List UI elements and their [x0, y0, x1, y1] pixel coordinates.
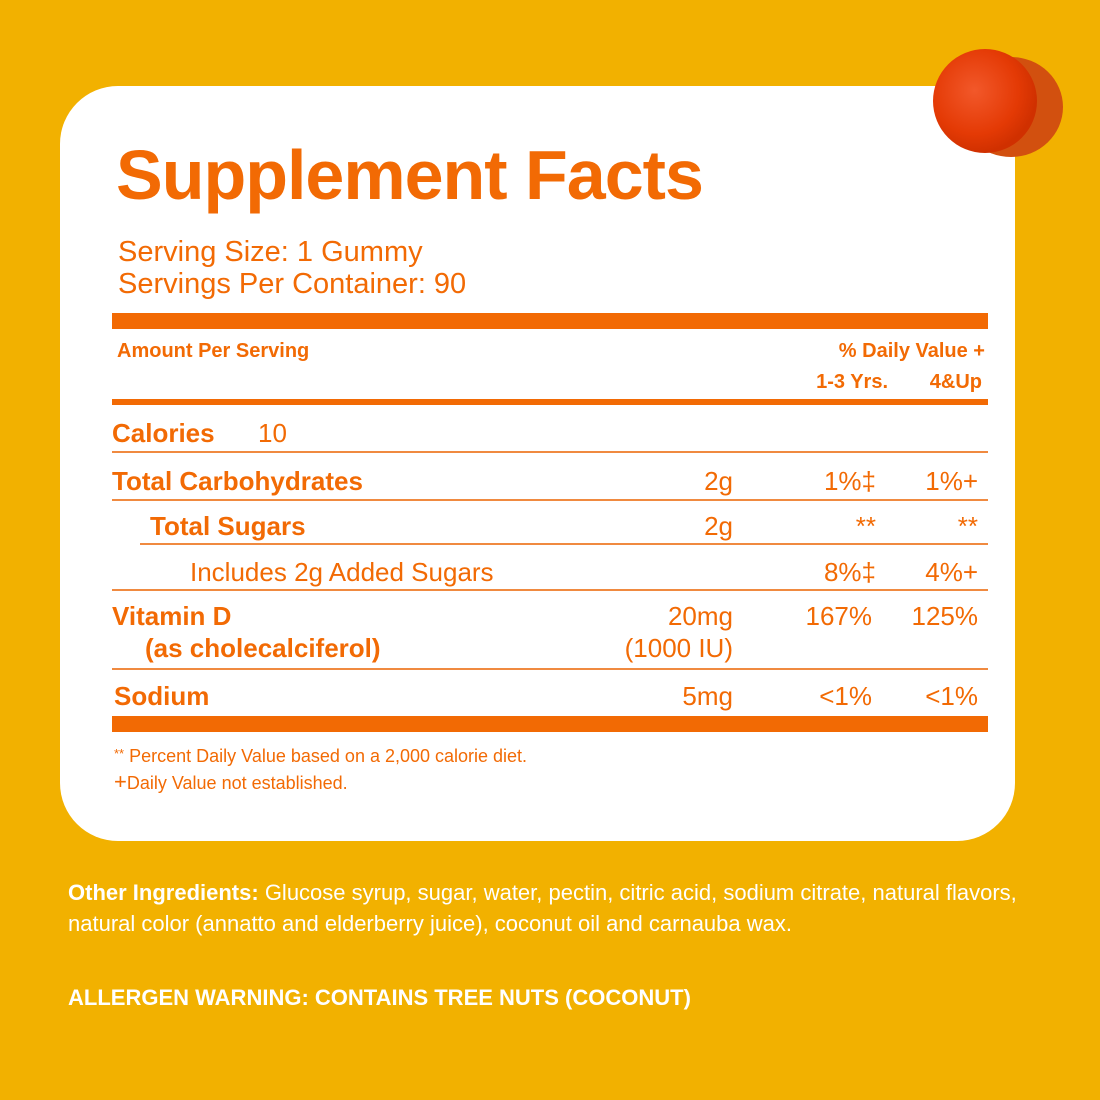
sodium-dv-1-3: <1% [819, 681, 872, 711]
footnote-daily-value-text: Percent Daily Value based on a 2,000 cal… [129, 746, 528, 766]
carbs-amount: 2g [704, 466, 733, 496]
col-header-4up: 4&Up [929, 371, 982, 393]
divider-medium [112, 399, 988, 405]
added-sugars-dv-4up: 4%+ [925, 557, 978, 587]
vitamin-d-label: Vitamin D [112, 601, 232, 631]
servings-per-container: Servings Per Container: 90 [118, 268, 467, 300]
sodium-amount: 5mg [682, 681, 733, 711]
calories-value: 10 [258, 418, 287, 448]
row-rule [112, 668, 988, 670]
allergen-warning: ALLERGEN WARNING: CONTAINS TREE NUTS (CO… [68, 985, 691, 1010]
vitamin-d-dv-1-3: 167% [805, 601, 873, 631]
panel-title: Supplement Facts [116, 136, 704, 214]
vitamin-d-amount: 20mg [667, 601, 733, 631]
footnote-daily-value: ** Percent Daily Value based on a 2,000 … [114, 746, 527, 767]
row-rule [112, 499, 988, 501]
supplement-facts-panel [60, 86, 1015, 841]
footnote-mark-asterisks: ** [114, 746, 125, 761]
added-sugars-label: Includes 2g Added Sugars [190, 557, 494, 587]
row-rule [112, 451, 988, 453]
sodium-label: Sodium [114, 681, 210, 711]
sugars-amount: 2g [704, 511, 733, 541]
sodium-dv-4up: <1% [925, 681, 978, 711]
divider-thick [112, 313, 988, 329]
other-ingredients-label: Other Ingredients: [68, 880, 259, 905]
plus-icon: + [114, 769, 127, 794]
vitamin-d-dv-4up: 125% [911, 601, 979, 631]
serving-info: Serving Size: 1 Gummy Servings Per Conta… [118, 236, 466, 300]
carbs-dv-1-3: 1%‡ [823, 466, 876, 496]
vitamin-d-amount-iu: (1000 IU) [624, 633, 733, 663]
carbs-dv-4up: 1%+ [925, 466, 978, 496]
sugars-dv-1-3: ** [855, 511, 876, 541]
other-ingredients: Other Ingredients: Glucose syrup, sugar,… [68, 877, 1028, 939]
col-header-1-3: 1-3 Yrs. [816, 371, 888, 393]
added-sugars-dv-1-3: 8%‡ [823, 557, 876, 587]
footnote-not-established: +Daily Value not established. [114, 771, 348, 794]
amount-per-serving-label: Amount Per Serving [117, 340, 310, 362]
row-rule [140, 543, 988, 545]
gummy-image [933, 49, 1063, 157]
other-ingredients-text: Glucose syrup, sugar, water, pectin, cit… [68, 880, 1017, 936]
vitamin-d-sublabel: (as cholecalciferol) [145, 633, 381, 663]
divider-thick-bottom [112, 716, 988, 732]
sugars-label: Total Sugars [150, 511, 306, 541]
sugars-dv-4up: ** [957, 511, 978, 541]
calories-label: Calories [112, 418, 215, 448]
carbs-label: Total Carbohydrates [112, 466, 363, 496]
footnote-not-established-text: Daily Value not established. [126, 773, 348, 793]
serving-size: Serving Size: 1 Gummy [118, 236, 423, 268]
row-rule [112, 589, 988, 591]
daily-value-header: % Daily Value + [838, 340, 985, 362]
